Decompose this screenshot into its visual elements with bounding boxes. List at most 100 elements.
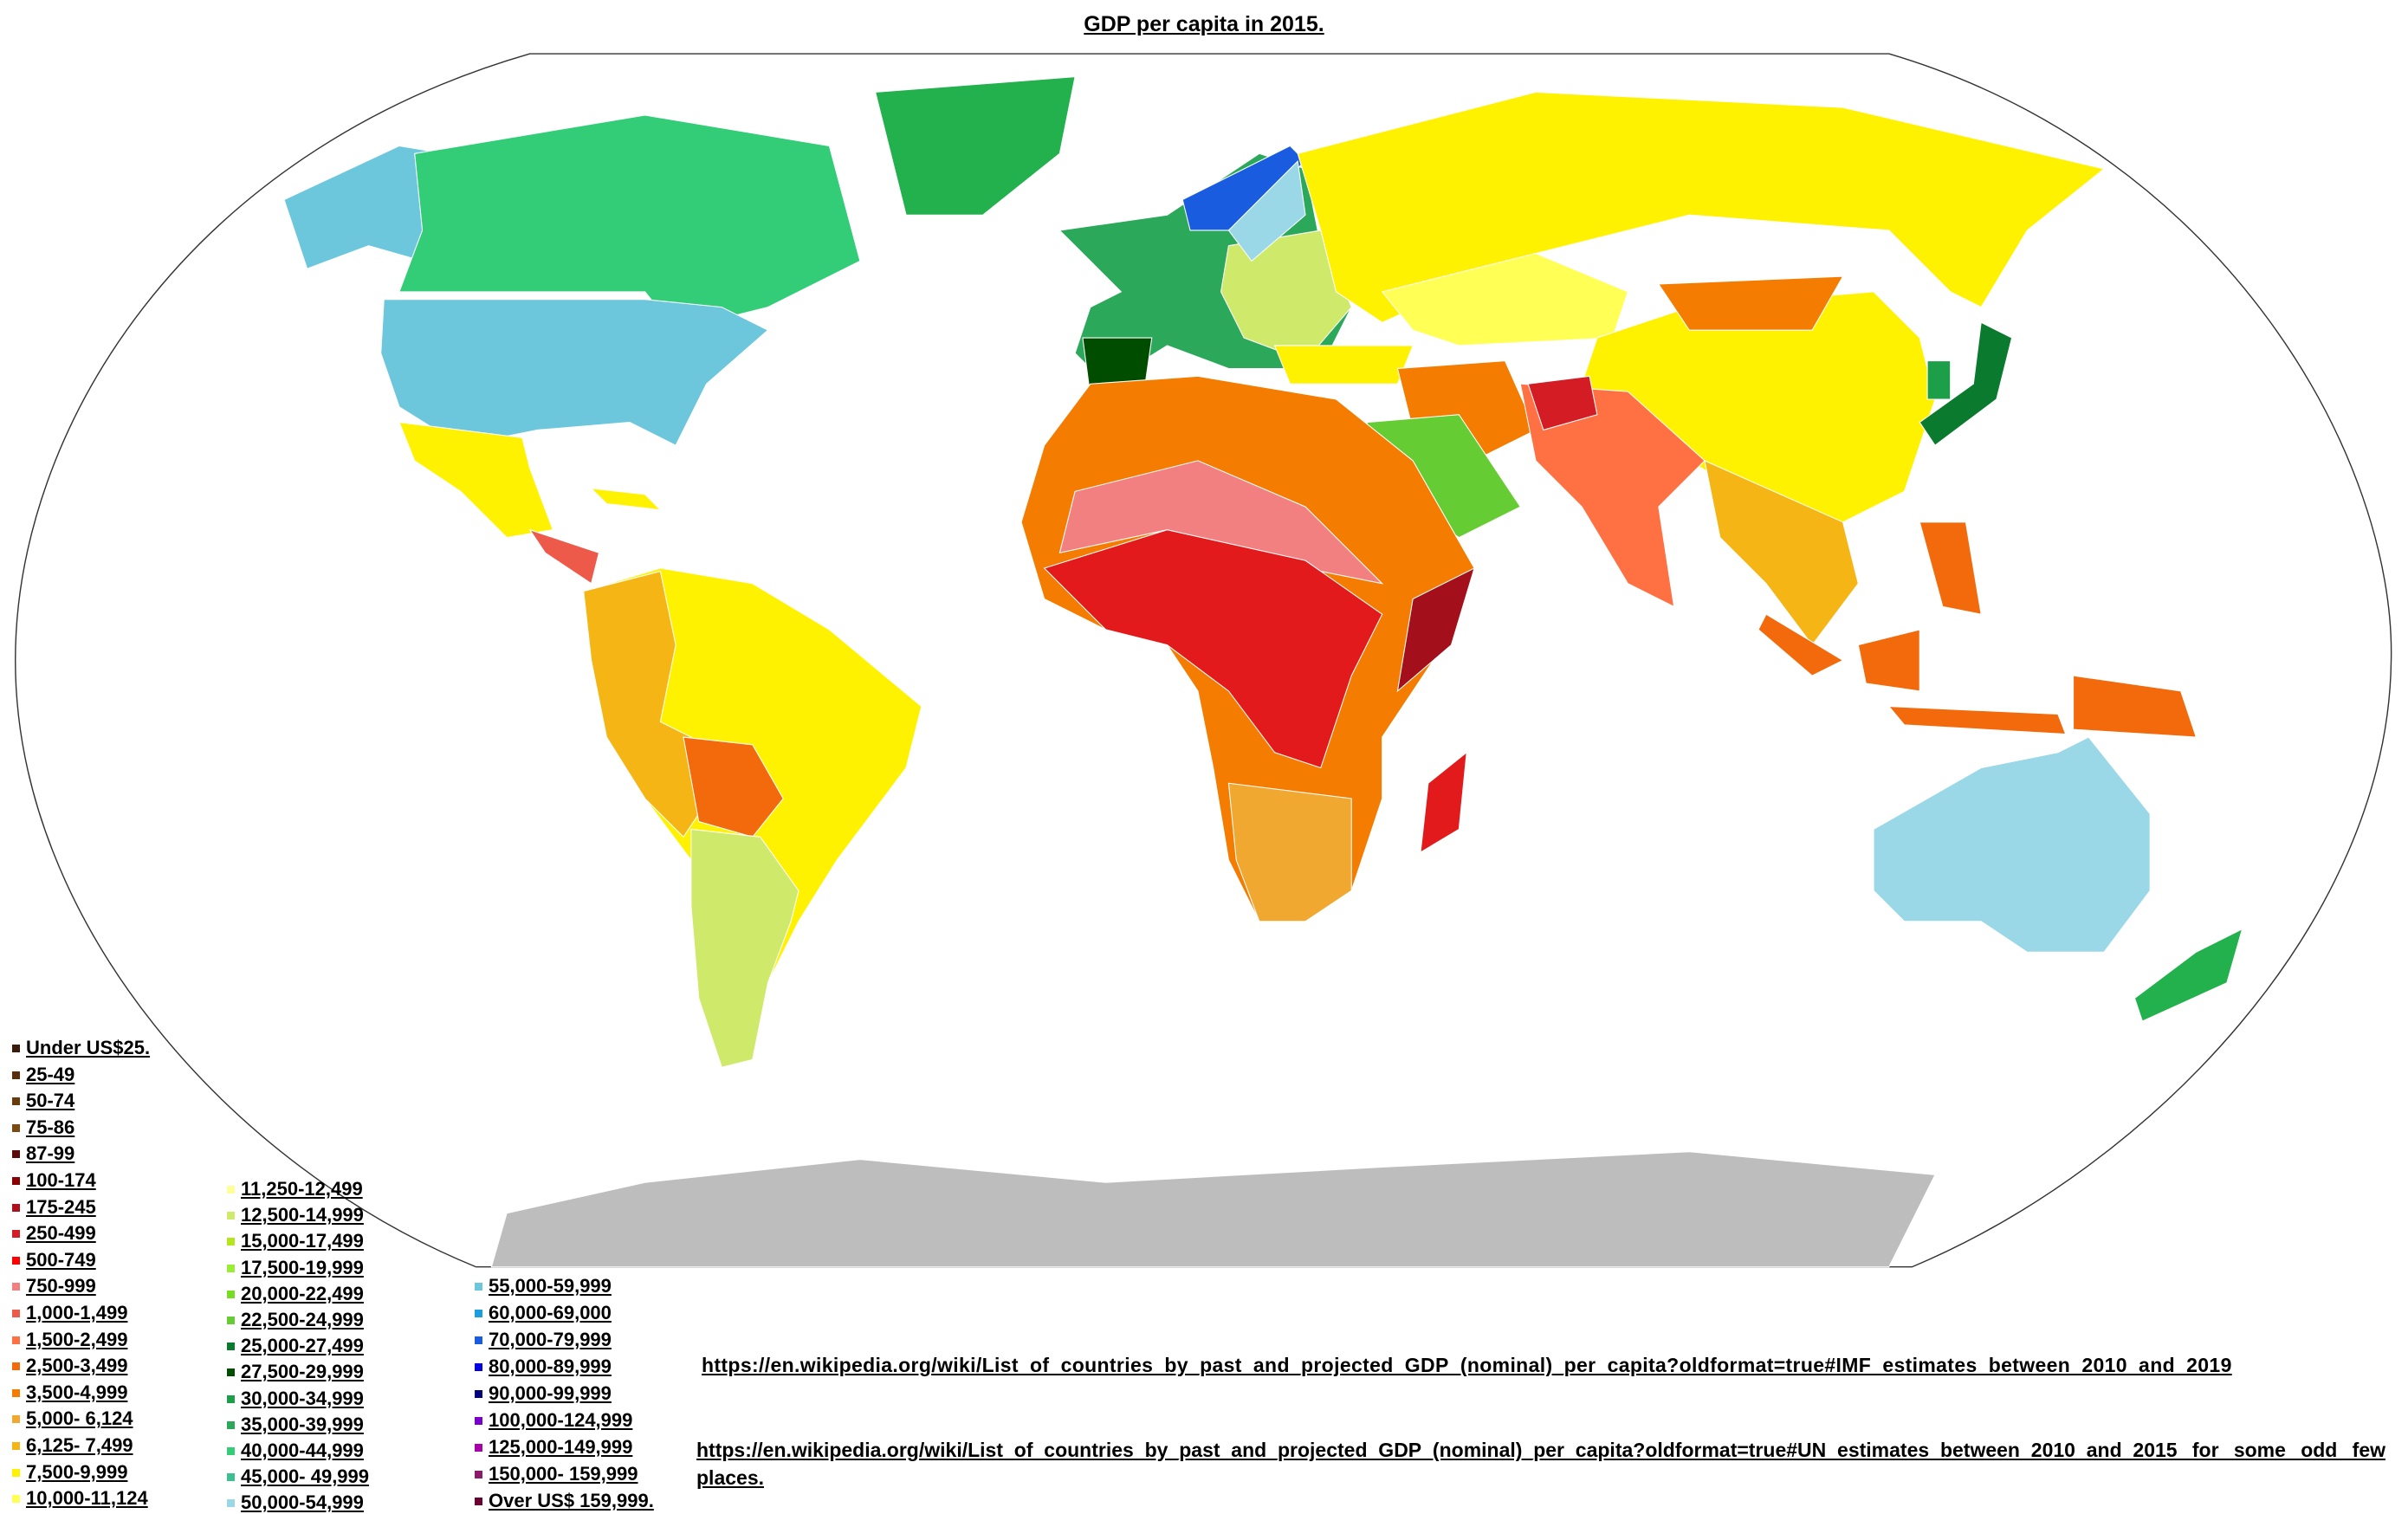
afghanistan (1527, 375, 1598, 431)
legend-label: Under US$25. (26, 1037, 151, 1058)
usa (380, 299, 769, 446)
legend-swatch (227, 1290, 235, 1298)
legend-swatch (227, 1186, 235, 1194)
southern-africa (1227, 782, 1352, 922)
legend-label: 100-174 (26, 1169, 96, 1191)
legend-swatch (227, 1212, 235, 1220)
madagascar (1420, 751, 1467, 854)
legend-label: 20,000-22,499 (241, 1282, 364, 1304)
australia (1873, 736, 2151, 953)
legend-label: 125,000-149,999 (489, 1436, 633, 1458)
korea (1926, 360, 1952, 400)
legend-swatch (12, 1442, 20, 1450)
legend-swatch (227, 1473, 235, 1482)
legend-swatch (12, 1097, 20, 1106)
legend-label: 500-749 (26, 1248, 96, 1271)
southern-cone (690, 828, 799, 1068)
central-america (528, 528, 600, 585)
legend-swatch (475, 1417, 482, 1425)
legend-label: 10,000-11,124 (26, 1487, 148, 1510)
legend-label: 90,000-99,999 (489, 1382, 612, 1404)
legend-label: 75-86 (26, 1116, 75, 1138)
sumatra (1757, 613, 1844, 676)
japan (1919, 321, 2013, 446)
legend-label: 750-999 (26, 1275, 96, 1297)
legend-label: 25,000-27,499 (241, 1335, 364, 1357)
legend-swatch (12, 1362, 20, 1371)
sweden (1227, 160, 1306, 262)
legend-swatch (12, 1177, 20, 1185)
legend-label: 175-245 (26, 1195, 96, 1218)
legend-label: 3,500-4,999 (26, 1381, 128, 1403)
legend-swatch (475, 1310, 482, 1317)
new-guinea (2073, 675, 2198, 738)
legend-swatch (475, 1390, 482, 1398)
legend-swatch (12, 1388, 20, 1397)
legend-label: 150,000- 159,999 (489, 1463, 638, 1485)
new-zealand (2133, 928, 2243, 1022)
legend-swatch (12, 1310, 20, 1317)
india (1519, 383, 1706, 608)
borneo (1857, 629, 1920, 692)
legend-label: 15,000-17,499 (241, 1230, 364, 1252)
somalia (1396, 566, 1475, 693)
greenland (874, 76, 1076, 216)
legend-label: 60,000-69,000 (489, 1302, 612, 1323)
legend-swatch (12, 1415, 20, 1424)
legend-label: 17,500-19,999 (241, 1256, 364, 1278)
map-title: GDP per capita in 2015. (1084, 12, 1324, 36)
legend-label: 40,000-44,999 (241, 1440, 364, 1461)
legend-label: 87-99 (26, 1142, 75, 1165)
legend-label: 2,500-3,499 (26, 1355, 128, 1377)
legend-swatch (12, 1045, 20, 1052)
legend-label: 50-74 (26, 1090, 75, 1112)
legend-swatch (12, 1283, 20, 1291)
legend-label: 1,500-2,499 (26, 1328, 128, 1350)
source-link[interactable]: https://en.wikipedia.org/wiki/List_of_co… (696, 1439, 2385, 1489)
legend-swatch (12, 1123, 20, 1132)
legend-label: 250-499 (26, 1222, 96, 1245)
legend-label: 6,125- 7,499 (26, 1434, 133, 1456)
legend-swatch (12, 1336, 20, 1344)
legend-swatch (227, 1238, 235, 1246)
legend-label: 70,000-79,999 (489, 1329, 612, 1350)
legend-label: 11,250-12,499 (241, 1178, 363, 1200)
legend-swatch (227, 1317, 235, 1324)
legend-swatch (475, 1336, 482, 1344)
legend-swatch (475, 1498, 482, 1505)
legend-label: 7,500-9,999 (26, 1460, 128, 1483)
sahel (1058, 460, 1384, 585)
legend-swatch (12, 1230, 20, 1239)
java (1887, 705, 2067, 735)
source-link[interactable]: https://en.wikipedia.org/wiki/List_of_co… (702, 1354, 2232, 1376)
mexico (398, 421, 554, 539)
legend-label: 22,500-24,999 (241, 1309, 364, 1330)
legend-swatch (12, 1468, 20, 1477)
legend-label: 25-49 (26, 1063, 75, 1085)
legend-swatch (227, 1447, 235, 1455)
legend-label: 1,000-1,499 (26, 1302, 128, 1323)
legend-label: 45,000- 49,999 (241, 1465, 370, 1488)
philippines (1919, 521, 1982, 615)
legend-label: 12,500-14,999 (241, 1204, 364, 1226)
legend-label: Over US$ 159,999. (489, 1490, 654, 1511)
legend-label: 27,500-29,999 (241, 1361, 364, 1383)
legend-swatch (227, 1394, 235, 1403)
legend-swatch (475, 1444, 482, 1452)
legend-swatch (12, 1495, 20, 1504)
central-africa (1043, 529, 1383, 769)
legend-swatch (475, 1283, 482, 1291)
turkey (1273, 345, 1414, 385)
cuba (590, 488, 662, 511)
antarctica (490, 1151, 1936, 1268)
legend-swatch (12, 1071, 20, 1079)
legend-swatch (227, 1420, 235, 1429)
legend-swatch (227, 1368, 235, 1377)
legend-label: 80,000-89,999 (489, 1355, 612, 1377)
legend-swatch (475, 1471, 482, 1478)
legend-label: 50,000-54,999 (241, 1491, 364, 1514)
mongolia (1657, 275, 1844, 331)
legend-label: 100,000-124,999 (489, 1409, 633, 1431)
